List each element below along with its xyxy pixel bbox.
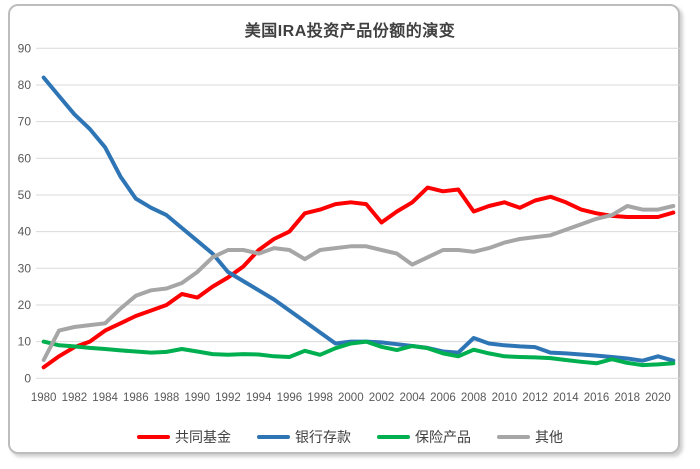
y-tick-label: 60 xyxy=(18,151,32,165)
legend-label-bank-deposits: 银行存款 xyxy=(295,429,351,445)
x-tick-label: 2002 xyxy=(369,392,395,404)
x-tick-label: 1990 xyxy=(184,392,210,404)
x-tick-label: 2008 xyxy=(461,392,487,404)
legend-swatch-mutual-funds-icon xyxy=(137,434,170,440)
y-tick-label: 20 xyxy=(18,298,32,312)
x-tick-label: 2016 xyxy=(584,392,610,404)
series-line-other xyxy=(41,204,676,362)
y-tick-label: 30 xyxy=(18,261,32,275)
legend-label-other: 其他 xyxy=(535,429,563,445)
x-tick-label: 2014 xyxy=(553,392,579,404)
chart-legend: 共同基金 银行存款 保险产品 其他 xyxy=(0,427,700,447)
x-tick-label: 2004 xyxy=(399,392,425,404)
legend-label-mutual-funds: 共同基金 xyxy=(175,429,231,445)
y-tick-label: 90 xyxy=(18,41,32,55)
chart-title: 美国IRA投资产品份额的演变 xyxy=(244,23,456,40)
y-tick-label: 40 xyxy=(18,225,32,239)
legend-label-insurance-products: 保险产品 xyxy=(415,429,471,445)
x-tick-label: 2006 xyxy=(430,392,456,404)
y-tick-label: 50 xyxy=(18,188,32,202)
series-line-bank-deposits xyxy=(41,75,676,363)
y-tick-label: 10 xyxy=(18,335,32,349)
legend-item-insurance-products: 保险产品 xyxy=(377,427,471,447)
legend-swatch-other-icon xyxy=(497,434,530,440)
x-tick-label: 1982 xyxy=(62,392,88,404)
x-tick-label: 1984 xyxy=(92,392,118,404)
x-tick-label: 1996 xyxy=(277,392,303,404)
x-tick-label: 1988 xyxy=(154,392,180,404)
legend-swatch-insurance-products-icon xyxy=(377,434,410,440)
x-tick-label: 1994 xyxy=(246,392,272,404)
x-tick-label: 1986 xyxy=(123,392,149,404)
x-tick-label: 2010 xyxy=(492,392,518,404)
x-tick-label: 2000 xyxy=(338,392,364,404)
legend-item-mutual-funds: 共同基金 xyxy=(137,427,231,447)
x-tick-label: 2018 xyxy=(614,392,640,404)
x-tick-label: 1992 xyxy=(215,392,241,404)
series-line-mutual-funds xyxy=(41,185,676,370)
legend-item-bank-deposits: 银行存款 xyxy=(257,427,351,447)
y-tick-label: 70 xyxy=(18,115,32,129)
legend-swatch-bank-deposits-icon xyxy=(257,434,290,440)
y-tick-label: 80 xyxy=(18,78,32,92)
x-tick-label: 1998 xyxy=(307,392,333,404)
y-tick-label: 0 xyxy=(24,371,31,385)
x-tick-label: 2012 xyxy=(522,392,548,404)
x-tick-label: 2020 xyxy=(645,392,671,404)
legend-item-other: 其他 xyxy=(497,427,563,447)
series-line-insurance-products xyxy=(41,339,676,368)
x-tick-label: 1980 xyxy=(31,392,57,404)
